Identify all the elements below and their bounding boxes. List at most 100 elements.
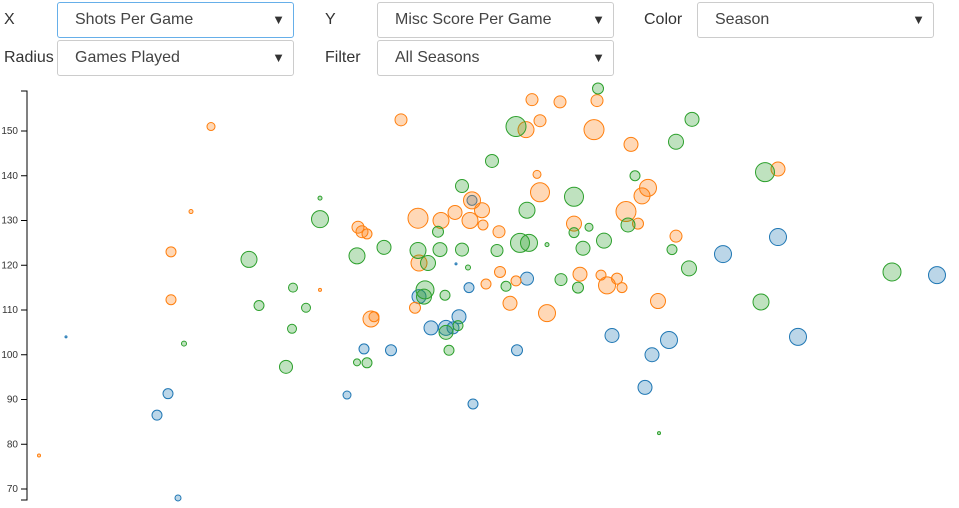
scatter-point[interactable] (598, 276, 616, 295)
scatter-point[interactable] (318, 287, 322, 292)
scatter-point[interactable] (474, 202, 490, 219)
scatter-point[interactable] (287, 323, 297, 334)
scatter-point[interactable] (463, 282, 475, 294)
scatter-point[interactable] (584, 222, 594, 232)
x-select[interactable]: Shots Per Game ▼ (57, 2, 294, 38)
scatter-point[interactable] (240, 250, 258, 268)
scatter-point[interactable] (789, 327, 807, 346)
scatter-point[interactable] (162, 388, 174, 400)
scatter-point[interactable] (353, 358, 361, 367)
scatter-point[interactable] (480, 278, 492, 290)
scatter-point[interactable] (572, 281, 584, 294)
scatter-point[interactable] (650, 293, 666, 310)
scatter-point[interactable] (477, 219, 489, 231)
scatter-point[interactable] (451, 309, 467, 325)
scatter-point[interactable] (575, 240, 591, 256)
scatter-point[interactable] (452, 320, 464, 332)
scatter-point[interactable] (505, 116, 527, 138)
scatter-point[interactable] (657, 431, 661, 436)
filter-select[interactable]: All Seasons ▼ (377, 40, 614, 76)
scatter-point[interactable] (544, 242, 550, 248)
scatter-point[interactable] (407, 207, 429, 229)
scatter-point[interactable] (590, 94, 604, 108)
scatter-point[interactable] (174, 494, 182, 502)
scatter-point[interactable] (755, 162, 775, 183)
scatter-point[interactable] (317, 195, 323, 201)
scatter-point[interactable] (566, 215, 582, 232)
scatter-point[interactable] (151, 409, 163, 421)
scatter-point[interactable] (681, 260, 697, 277)
scatter-point[interactable] (615, 201, 637, 223)
scatter-point[interactable] (525, 93, 539, 107)
scatter-point[interactable] (583, 119, 605, 141)
scatter-point[interactable] (439, 289, 451, 301)
scatter-point[interactable] (538, 304, 556, 323)
scatter-point[interactable] (455, 179, 469, 194)
scatter-point[interactable] (64, 335, 68, 339)
scatter-point[interactable] (361, 357, 373, 369)
scatter-point[interactable] (447, 204, 463, 220)
scatter-point[interactable] (639, 178, 657, 197)
scatter-point[interactable] (769, 228, 787, 247)
scatter-point[interactable] (532, 169, 542, 179)
scatter-point[interactable] (376, 239, 392, 255)
scatter-point[interactable] (511, 344, 523, 357)
scatter-point[interactable] (568, 227, 580, 239)
scatter-point[interactable] (432, 242, 448, 258)
scatter-point[interactable] (494, 265, 506, 278)
scatter-point[interactable] (752, 293, 770, 311)
scatter-point[interactable] (502, 295, 518, 311)
scatter-point[interactable] (669, 229, 683, 243)
scatter-point[interactable] (518, 201, 536, 219)
scatter-point[interactable] (668, 133, 684, 150)
scatter-point[interactable] (438, 324, 454, 340)
scatter-point[interactable] (500, 280, 512, 292)
scatter-point[interactable] (554, 273, 568, 287)
scatter-point[interactable] (714, 245, 732, 264)
scatter-point[interactable] (461, 212, 479, 229)
scatter-point[interactable] (485, 153, 499, 168)
scatter-point[interactable] (644, 347, 660, 363)
scatter-point[interactable] (463, 191, 481, 210)
scatter-point[interactable] (684, 111, 700, 127)
scatter-point[interactable] (454, 262, 458, 266)
scatter-point[interactable] (410, 254, 428, 272)
scatter-point[interactable] (432, 225, 444, 238)
scatter-point[interactable] (520, 233, 538, 252)
y-select[interactable]: Misc Score Per Game ▼ (377, 2, 614, 38)
scatter-point[interactable] (409, 301, 421, 314)
scatter-point[interactable] (623, 136, 639, 152)
scatter-point[interactable] (666, 244, 678, 256)
scatter-point[interactable] (181, 340, 187, 347)
scatter-point[interactable] (553, 95, 567, 109)
scatter-point[interactable] (165, 294, 177, 306)
scatter-point[interactable] (611, 272, 623, 285)
scatter-point[interactable] (361, 228, 373, 240)
scatter-point[interactable] (253, 300, 265, 312)
scatter-point[interactable] (165, 246, 177, 258)
scatter-point[interactable] (564, 186, 584, 207)
scatter-point[interactable] (301, 302, 311, 313)
scatter-point[interactable] (629, 170, 641, 182)
scatter-point[interactable] (616, 282, 628, 294)
scatter-point[interactable] (455, 242, 469, 257)
scatter-point[interactable] (368, 311, 380, 323)
scatter-point[interactable] (637, 379, 653, 395)
scatter-point[interactable] (592, 82, 604, 95)
scatter-point[interactable] (466, 194, 478, 206)
scatter-point[interactable] (928, 266, 946, 285)
scatter-point[interactable] (465, 264, 471, 271)
color-select[interactable]: Season ▼ (697, 2, 934, 38)
scatter-point[interactable] (467, 398, 479, 410)
scatter-point[interactable] (37, 453, 41, 458)
scatter-point[interactable] (596, 232, 612, 249)
scatter-point[interactable] (409, 241, 427, 259)
scatter-point[interactable] (423, 320, 439, 336)
scatter-point[interactable] (510, 275, 522, 287)
scatter-point[interactable] (288, 282, 298, 293)
scatter-point[interactable] (882, 262, 902, 282)
scatter-point[interactable] (520, 271, 534, 286)
scatter-point[interactable] (492, 225, 506, 239)
scatter-point[interactable] (530, 182, 550, 203)
scatter-point[interactable] (660, 330, 678, 349)
